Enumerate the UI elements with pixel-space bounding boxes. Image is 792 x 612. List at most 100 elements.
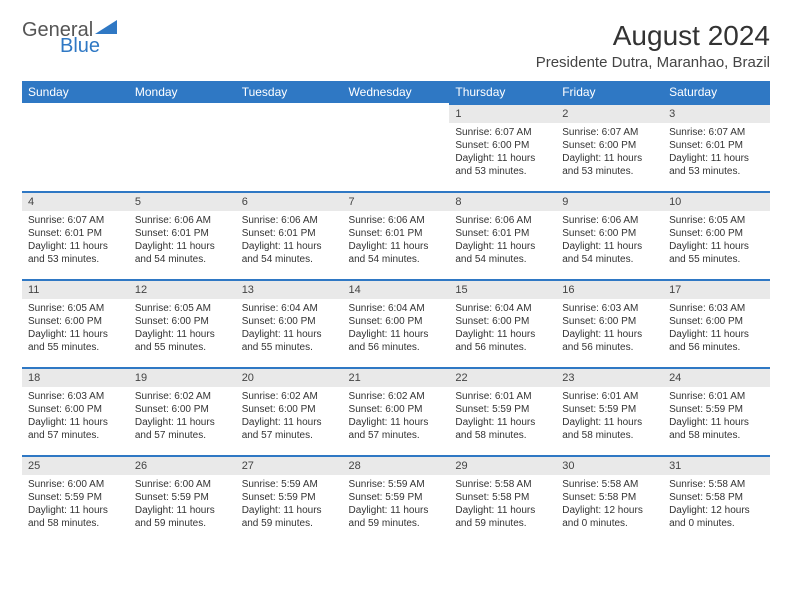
day-number: 22 bbox=[449, 367, 556, 387]
day-details: Sunrise: 6:04 AMSunset: 6:00 PMDaylight:… bbox=[449, 299, 556, 358]
daylight-text: Daylight: 11 hours bbox=[28, 504, 123, 517]
daylight-text: Daylight: 11 hours bbox=[242, 240, 337, 253]
calendar-cell: 29Sunrise: 5:58 AMSunset: 5:58 PMDayligh… bbox=[449, 455, 556, 543]
calendar-cell: 4Sunrise: 6:07 AMSunset: 6:01 PMDaylight… bbox=[22, 191, 129, 279]
daylight-text: and 55 minutes. bbox=[135, 341, 230, 354]
day-number: 10 bbox=[663, 191, 770, 211]
sunrise-text: Sunrise: 6:03 AM bbox=[562, 302, 657, 315]
daylight-text: and 56 minutes. bbox=[349, 341, 444, 354]
day-details: Sunrise: 6:06 AMSunset: 6:01 PMDaylight:… bbox=[449, 211, 556, 270]
sunset-text: Sunset: 5:59 PM bbox=[455, 403, 550, 416]
calendar-cell: 17Sunrise: 6:03 AMSunset: 6:00 PMDayligh… bbox=[663, 279, 770, 367]
day-details: Sunrise: 6:02 AMSunset: 6:00 PMDaylight:… bbox=[236, 387, 343, 446]
day-number: 7 bbox=[343, 191, 450, 211]
calendar-cell: 10Sunrise: 6:05 AMSunset: 6:00 PMDayligh… bbox=[663, 191, 770, 279]
sunset-text: Sunset: 6:01 PM bbox=[349, 227, 444, 240]
daylight-text: and 54 minutes. bbox=[242, 253, 337, 266]
day-details: Sunrise: 5:58 AMSunset: 5:58 PMDaylight:… bbox=[663, 475, 770, 534]
daylight-text: Daylight: 11 hours bbox=[349, 416, 444, 429]
calendar-cell: 25Sunrise: 6:00 AMSunset: 5:59 PMDayligh… bbox=[22, 455, 129, 543]
logo: GeneralBlue bbox=[22, 20, 117, 60]
calendar-cell: 7Sunrise: 6:06 AMSunset: 6:01 PMDaylight… bbox=[343, 191, 450, 279]
calendar-cell: 13Sunrise: 6:04 AMSunset: 6:00 PMDayligh… bbox=[236, 279, 343, 367]
sunrise-text: Sunrise: 6:05 AM bbox=[669, 214, 764, 227]
day-number: 25 bbox=[22, 455, 129, 475]
sunrise-text: Sunrise: 6:05 AM bbox=[135, 302, 230, 315]
sunrise-text: Sunrise: 6:06 AM bbox=[135, 214, 230, 227]
calendar-cell: .. bbox=[129, 103, 236, 191]
day-number: 17 bbox=[663, 279, 770, 299]
daylight-text: and 53 minutes. bbox=[562, 165, 657, 178]
calendar-cell: 28Sunrise: 5:59 AMSunset: 5:59 PMDayligh… bbox=[343, 455, 450, 543]
calendar-cell: 8Sunrise: 6:06 AMSunset: 6:01 PMDaylight… bbox=[449, 191, 556, 279]
day-header: Tuesday bbox=[236, 81, 343, 103]
daylight-text: Daylight: 12 hours bbox=[669, 504, 764, 517]
sunrise-text: Sunrise: 6:04 AM bbox=[242, 302, 337, 315]
daylight-text: and 53 minutes. bbox=[455, 165, 550, 178]
location: Presidente Dutra, Maranhao, Brazil bbox=[536, 54, 770, 71]
daylight-text: Daylight: 11 hours bbox=[28, 328, 123, 341]
sunset-text: Sunset: 6:01 PM bbox=[669, 139, 764, 152]
daylight-text: Daylight: 11 hours bbox=[562, 416, 657, 429]
day-details: Sunrise: 6:01 AMSunset: 5:59 PMDaylight:… bbox=[663, 387, 770, 446]
sunset-text: Sunset: 6:00 PM bbox=[28, 403, 123, 416]
day-details: Sunrise: 6:02 AMSunset: 6:00 PMDaylight:… bbox=[129, 387, 236, 446]
daylight-text: and 56 minutes. bbox=[669, 341, 764, 354]
daylight-text: Daylight: 11 hours bbox=[455, 152, 550, 165]
daylight-text: Daylight: 11 hours bbox=[28, 240, 123, 253]
sunrise-text: Sunrise: 6:03 AM bbox=[669, 302, 764, 315]
daylight-text: Daylight: 11 hours bbox=[135, 416, 230, 429]
day-details: Sunrise: 6:05 AMSunset: 6:00 PMDaylight:… bbox=[22, 299, 129, 358]
sunset-text: Sunset: 5:59 PM bbox=[562, 403, 657, 416]
day-details: Sunrise: 6:07 AMSunset: 6:00 PMDaylight:… bbox=[556, 123, 663, 182]
day-number: 23 bbox=[556, 367, 663, 387]
day-header: Thursday bbox=[449, 81, 556, 103]
daylight-text: and 59 minutes. bbox=[242, 517, 337, 530]
day-details: Sunrise: 5:59 AMSunset: 5:59 PMDaylight:… bbox=[236, 475, 343, 534]
sunset-text: Sunset: 6:01 PM bbox=[455, 227, 550, 240]
sunrise-text: Sunrise: 6:02 AM bbox=[242, 390, 337, 403]
daylight-text: Daylight: 11 hours bbox=[562, 240, 657, 253]
sunset-text: Sunset: 5:59 PM bbox=[135, 491, 230, 504]
calendar-cell: 23Sunrise: 6:01 AMSunset: 5:59 PMDayligh… bbox=[556, 367, 663, 455]
daylight-text: and 59 minutes. bbox=[455, 517, 550, 530]
sunset-text: Sunset: 6:00 PM bbox=[455, 139, 550, 152]
day-number: 9 bbox=[556, 191, 663, 211]
sunrise-text: Sunrise: 6:06 AM bbox=[242, 214, 337, 227]
day-header: Sunday bbox=[22, 81, 129, 103]
sunset-text: Sunset: 5:59 PM bbox=[28, 491, 123, 504]
day-details: Sunrise: 5:59 AMSunset: 5:59 PMDaylight:… bbox=[343, 475, 450, 534]
daylight-text: and 55 minutes. bbox=[28, 341, 123, 354]
calendar-cell: 3Sunrise: 6:07 AMSunset: 6:01 PMDaylight… bbox=[663, 103, 770, 191]
sunrise-text: Sunrise: 6:06 AM bbox=[455, 214, 550, 227]
sunset-text: Sunset: 5:59 PM bbox=[242, 491, 337, 504]
sunrise-text: Sunrise: 5:59 AM bbox=[242, 478, 337, 491]
daylight-text: Daylight: 12 hours bbox=[562, 504, 657, 517]
sunrise-text: Sunrise: 5:58 AM bbox=[455, 478, 550, 491]
sunrise-text: Sunrise: 6:07 AM bbox=[455, 126, 550, 139]
day-details: Sunrise: 6:03 AMSunset: 6:00 PMDaylight:… bbox=[663, 299, 770, 358]
day-header: Saturday bbox=[663, 81, 770, 103]
sunrise-text: Sunrise: 6:04 AM bbox=[455, 302, 550, 315]
sunrise-text: Sunrise: 6:06 AM bbox=[349, 214, 444, 227]
day-details: Sunrise: 6:07 AMSunset: 6:01 PMDaylight:… bbox=[663, 123, 770, 182]
sunrise-text: Sunrise: 5:58 AM bbox=[669, 478, 764, 491]
calendar-cell: 30Sunrise: 5:58 AMSunset: 5:58 PMDayligh… bbox=[556, 455, 663, 543]
day-details: Sunrise: 6:02 AMSunset: 6:00 PMDaylight:… bbox=[343, 387, 450, 446]
sunset-text: Sunset: 6:01 PM bbox=[242, 227, 337, 240]
calendar-cell: 15Sunrise: 6:04 AMSunset: 6:00 PMDayligh… bbox=[449, 279, 556, 367]
daylight-text: and 54 minutes. bbox=[349, 253, 444, 266]
calendar-week-row: 11Sunrise: 6:05 AMSunset: 6:00 PMDayligh… bbox=[22, 279, 770, 367]
daylight-text: and 0 minutes. bbox=[669, 517, 764, 530]
sunset-text: Sunset: 6:00 PM bbox=[562, 227, 657, 240]
calendar-week-row: ........1Sunrise: 6:07 AMSunset: 6:00 PM… bbox=[22, 103, 770, 191]
daylight-text: Daylight: 11 hours bbox=[242, 504, 337, 517]
day-details: Sunrise: 6:04 AMSunset: 6:00 PMDaylight:… bbox=[343, 299, 450, 358]
day-details: Sunrise: 6:04 AMSunset: 6:00 PMDaylight:… bbox=[236, 299, 343, 358]
sunset-text: Sunset: 6:00 PM bbox=[242, 403, 337, 416]
calendar-cell: 24Sunrise: 6:01 AMSunset: 5:59 PMDayligh… bbox=[663, 367, 770, 455]
sunrise-text: Sunrise: 6:07 AM bbox=[28, 214, 123, 227]
daylight-text: Daylight: 11 hours bbox=[669, 416, 764, 429]
daylight-text: Daylight: 11 hours bbox=[669, 328, 764, 341]
daylight-text: and 57 minutes. bbox=[242, 429, 337, 442]
